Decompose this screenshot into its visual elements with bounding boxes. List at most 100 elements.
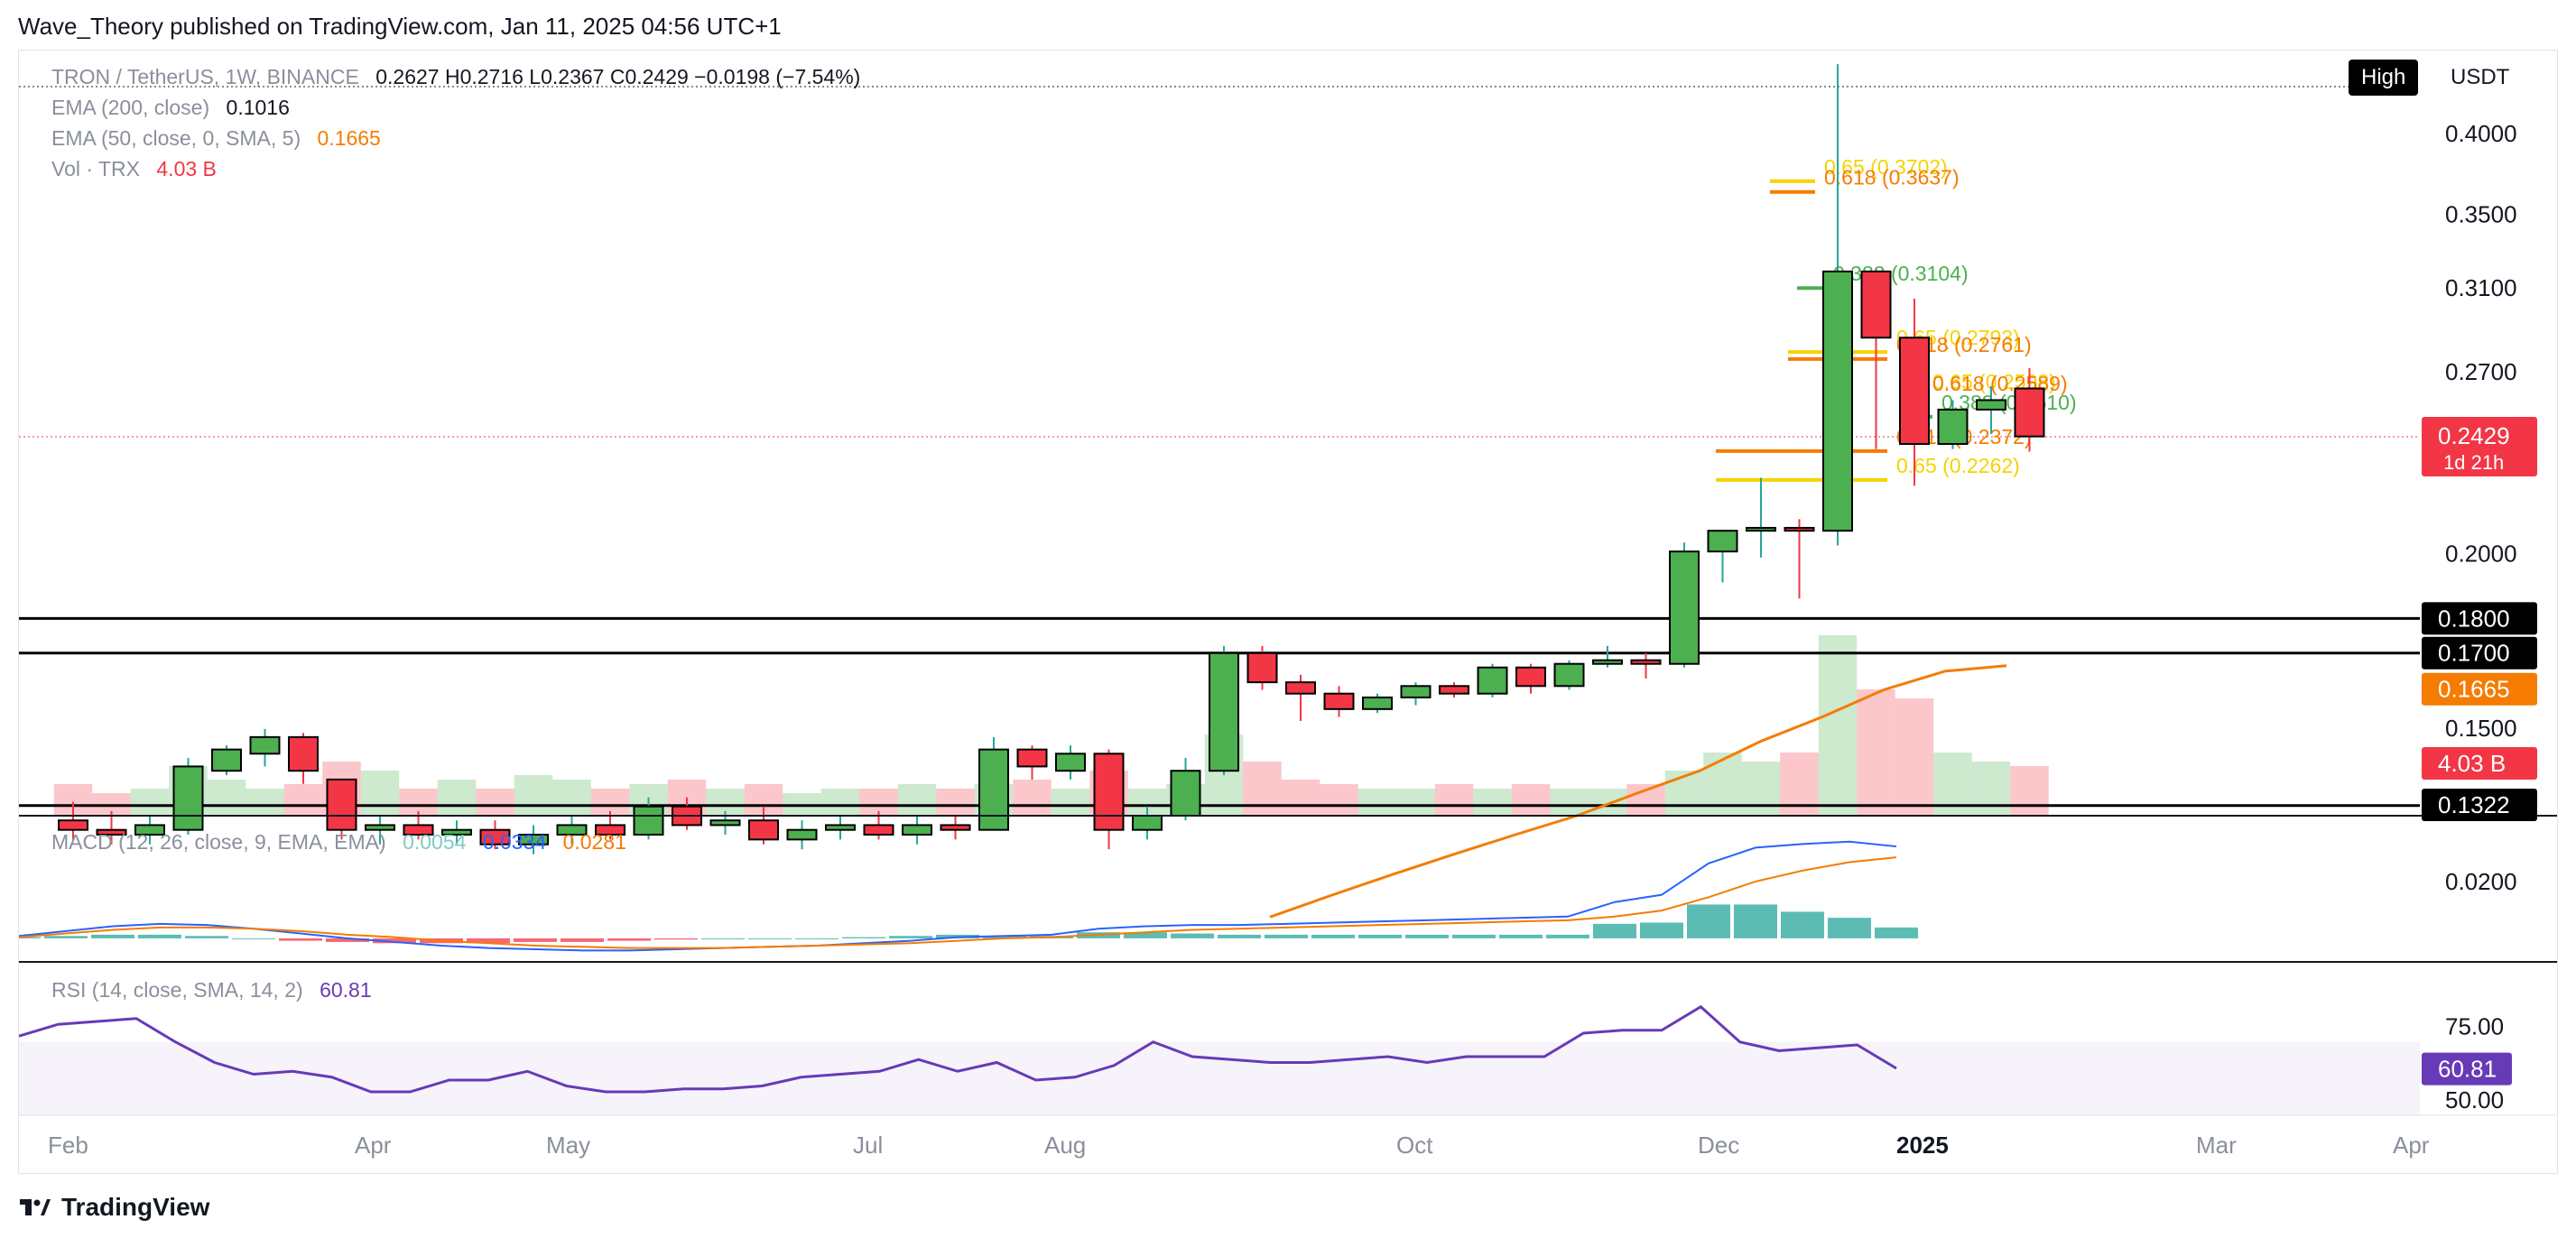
ema50-line: [1269, 664, 2007, 919]
footer-brand: TradingView: [61, 1193, 210, 1221]
candle-body: [1209, 651, 1239, 772]
macd-histogram-bar: [1546, 934, 1589, 938]
fib-level-label: 0.618 (0.2589): [1932, 372, 2068, 395]
candle-body: [365, 824, 395, 831]
rsi-value-bg: [2422, 1052, 2512, 1086]
volume-bar: [1741, 762, 1781, 816]
candle-body: [556, 824, 588, 836]
x-axis-tick: Dec: [1698, 1132, 1739, 1159]
macd-histogram-bar: [889, 936, 932, 938]
ema200-label: EMA (200, close): [51, 96, 210, 119]
volume-label: Vol · TRX: [51, 157, 140, 180]
macd-histogram-bar: [1265, 934, 1308, 938]
price-chart[interactable]: 0.65 (0.3702)0.618 (0.3637) 0.382 (0.3104…: [19, 51, 2557, 1173]
macd-label: MACD (12, 26, close, 9, EMA, EMA): [51, 830, 386, 854]
rsi-band: [19, 1041, 2420, 1115]
candle-body: [863, 824, 894, 836]
price-label: 4.03 B: [2438, 750, 2506, 777]
price-axis-tick: 0.3500: [2445, 201, 2517, 228]
volume-bar: [1051, 789, 1090, 816]
candle-body: [1707, 530, 1738, 553]
rsi-line: [19, 1004, 1897, 1094]
volume-bar: [820, 789, 860, 816]
candle-body: [1822, 270, 1853, 532]
volume-bar: [514, 775, 553, 816]
published-by: Wave_Theory published on TradingView.com…: [18, 13, 782, 40]
candle-body: [172, 765, 204, 831]
volume-bar: [1818, 635, 1858, 816]
x-axis-tick: Mar: [2196, 1132, 2237, 1159]
candle-body: [211, 748, 242, 772]
candle-body: [978, 748, 1009, 831]
candle-body: [940, 824, 971, 831]
ema200-legend: EMA (200, close) 0.1016: [51, 96, 290, 120]
macd-histogram-bar: [1781, 911, 1824, 938]
candle-body: [1899, 337, 1930, 446]
candle-body: [1093, 753, 1125, 831]
chart-frame: 0.65 (0.3702) 0.618 (0.3637) 0.382 (0.3104…: [18, 50, 2558, 1174]
price-axis-tick: 0.4000: [2445, 120, 2517, 147]
candle-body: [134, 824, 165, 836]
x-axis-tick: Feb: [48, 1132, 88, 1159]
volume-bar: [1895, 698, 1934, 816]
volume-bar: [283, 784, 323, 816]
current-price-bg: [2422, 416, 2537, 476]
price-label-bg: [2422, 789, 2537, 821]
macd-histogram-bar: [983, 936, 1026, 938]
candle-body: [1860, 270, 1892, 339]
candle-body: [1170, 770, 1201, 817]
volume-bar: [1243, 762, 1282, 816]
volume-bar: [1434, 784, 1474, 816]
volume-bar: [2010, 766, 2049, 816]
candle-body: [1362, 696, 1393, 710]
volume-bar: [1473, 789, 1512, 816]
candle-body: [1055, 753, 1086, 772]
macd-histogram-bar: [514, 938, 557, 942]
countdown-label: 1d 21h: [2443, 451, 2504, 474]
macd-histogram-bar: [1311, 934, 1355, 938]
currency-label[interactable]: USDT: [2451, 65, 2510, 89]
volume-bar: [1857, 689, 1895, 816]
volume-bar: [130, 789, 170, 816]
candle-body: [1630, 659, 1662, 665]
macd-histogram-bar: [1452, 934, 1496, 938]
macd-histogram-bar: [138, 934, 181, 938]
x-axis-tick: 2025: [1896, 1132, 1949, 1159]
price-axis-tick: 0.1500: [2445, 715, 2517, 742]
macd-histogram-bar: [561, 938, 604, 942]
candle-body: [58, 819, 88, 831]
candle-body: [441, 828, 472, 836]
candle-body: [326, 778, 357, 831]
high-toggle[interactable]: High: [2349, 60, 2419, 96]
macd-histogram-bar: [1405, 934, 1449, 938]
candle-body: [786, 828, 818, 841]
x-axis-tick: Jul: [853, 1132, 883, 1159]
macd-line: [19, 840, 1897, 952]
price-label: 0.1700: [2438, 640, 2510, 667]
rsi-label: RSI (14, close, SMA, 14, 2): [51, 978, 303, 1002]
macd-histogram-bar: [1171, 933, 1214, 938]
macd-histogram-bar: [44, 936, 88, 938]
candle-body: [479, 828, 511, 845]
rsi-axis-tick: 50.00: [2445, 1086, 2504, 1113]
volume-bar: [552, 780, 591, 816]
macd-signal-value: 0.0281: [562, 830, 626, 854]
price-label-bg: [2422, 602, 2537, 635]
candle-body: [633, 805, 664, 836]
candle-body: [1132, 815, 1163, 831]
volume-bar: [936, 789, 975, 816]
macd-histogram-bar: [373, 938, 416, 944]
rsi-legend: RSI (14, close, SMA, 14, 2) 60.81: [51, 978, 372, 1002]
symbol-text: TRON / TetherUS, 1W, BINANCE: [51, 65, 359, 88]
macd-histogram-bar: [795, 938, 839, 939]
price-label: 0.1800: [2438, 605, 2510, 632]
x-axis-tick: Apr: [2393, 1132, 2430, 1159]
volume-bar: [897, 784, 937, 816]
macd-histogram-bar: [1218, 934, 1261, 938]
rsi-axis-tick: 75.00: [2445, 1013, 2504, 1040]
price-axis-tick: 0.3100: [2445, 274, 2517, 301]
macd-histogram-bar: [1687, 904, 1730, 938]
fib-level-label: 0.65 (0.2262): [1896, 454, 2020, 477]
ema200-value: 0.1016: [226, 96, 290, 119]
rsi-value: 60.81: [320, 978, 372, 1002]
